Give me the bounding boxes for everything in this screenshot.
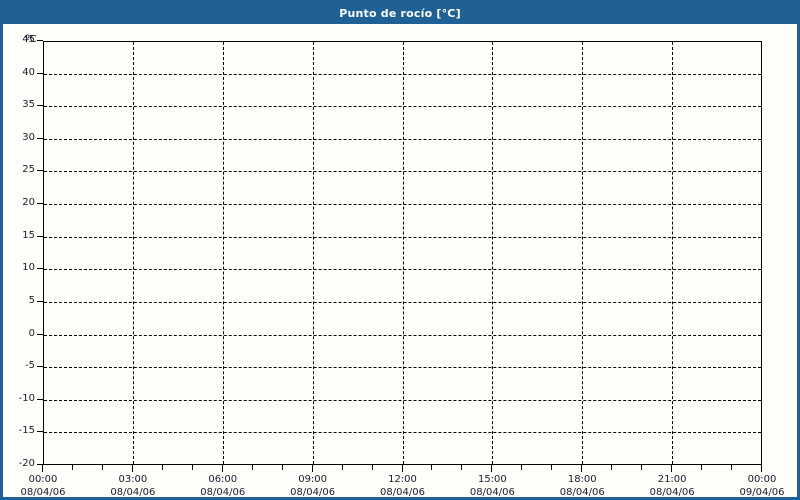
x-axis-minor-tick <box>701 465 703 470</box>
y-axis-tick <box>37 398 43 400</box>
x-axis-tick-date: 08/04/06 <box>290 487 336 498</box>
page-title: Punto de rocío [°C] <box>339 7 461 20</box>
x-axis-minor-tick <box>611 465 613 470</box>
x-axis-tick <box>671 465 673 472</box>
y-axis-tick <box>37 137 43 139</box>
x-axis-tick <box>491 465 493 472</box>
y-axis-tick-label: 5 <box>28 294 35 306</box>
x-axis-minor-tick <box>371 465 373 470</box>
y-axis-tick-label: -10 <box>18 392 35 404</box>
x-axis-minor-tick <box>521 465 523 470</box>
y-axis-tick <box>37 300 43 302</box>
y-axis-tick <box>37 464 43 465</box>
y-axis-tick <box>37 268 43 270</box>
y-axis-tick-label: 30 <box>22 131 35 143</box>
x-axis-tick-time: 21:00 <box>657 474 687 485</box>
x-axis-tick-time: 03:00 <box>118 474 148 485</box>
x-axis-tick-time: 06:00 <box>208 474 238 485</box>
x-axis-tick-date: 08/04/06 <box>380 487 425 498</box>
y-axis-tick-label: 35 <box>22 99 35 111</box>
x-axis-minor-tick <box>461 465 463 470</box>
x-axis-minor-tick <box>341 465 343 470</box>
x-axis-tick-date: 08/04/06 <box>469 487 515 498</box>
x-axis-tick-label: 15:00 08/04/06 <box>447 473 537 498</box>
x-axis-tick-label: 18:00 08/04/06 <box>537 473 627 498</box>
y-axis-tick <box>37 366 43 368</box>
x-gridline <box>672 42 674 464</box>
x-axis-minor-tick <box>731 465 733 470</box>
x-gridline <box>402 42 404 464</box>
window-title-bar: Punto de rocío [°C] <box>3 3 797 24</box>
y-axis-tick-label: -20 <box>18 458 35 469</box>
x-axis-tick-date: 08/04/06 <box>20 487 66 498</box>
x-axis-tick <box>131 465 133 472</box>
x-axis-minor-tick <box>281 465 283 470</box>
x-axis-tick <box>311 465 313 472</box>
y-axis-tick <box>37 170 43 172</box>
x-axis-tick-date: 08/04/06 <box>649 487 695 498</box>
y-axis-tick-label: 0 <box>28 327 35 339</box>
x-axis-tick-time: 00:00 <box>747 474 777 485</box>
x-axis-tick <box>42 465 43 472</box>
x-axis-tick-label: 21:00 08/04/06 <box>627 473 717 498</box>
x-axis-minor-tick <box>251 465 253 470</box>
y-axis-tick-label: 25 <box>22 164 35 176</box>
chart-canvas: ºC 45 40 35 30 25 20 15 10 5 0 -5 -10 -15 -20 00:00 08/… <box>3 24 797 497</box>
plot-area <box>43 41 762 465</box>
y-axis-tick <box>37 40 43 41</box>
y-axis-tick <box>37 105 43 107</box>
x-axis-tick-label: 00:00 08/04/06 <box>3 473 88 498</box>
x-axis-tick-time: 09:00 <box>298 474 328 485</box>
y-axis-tick-label: 45 <box>22 34 35 45</box>
x-axis-tick <box>581 465 583 472</box>
x-axis-minor-tick <box>641 465 643 470</box>
y-axis-tick <box>37 72 43 74</box>
x-axis-minor-tick <box>101 465 103 470</box>
x-axis-tick-label: 06:00 08/04/06 <box>178 473 268 498</box>
x-axis-tick-label: 09:00 08/04/06 <box>268 473 358 498</box>
x-gridline <box>222 42 224 464</box>
x-axis-tick-label: 03:00 08/04/06 <box>88 473 178 498</box>
x-axis-tick-time: 18:00 <box>567 474 597 485</box>
y-axis-tick <box>37 431 43 433</box>
x-axis-minor-tick <box>551 465 553 470</box>
x-gridline <box>132 42 134 464</box>
x-axis-tick-date: 08/04/06 <box>559 487 605 498</box>
y-axis-tick <box>37 235 43 237</box>
y-axis-tick <box>37 333 43 335</box>
x-axis-minor-tick <box>161 465 163 470</box>
x-gridline <box>312 42 314 464</box>
x-axis-tick-time: 15:00 <box>477 474 507 485</box>
y-axis-tick-label: -15 <box>18 425 35 437</box>
x-axis-tick-time: 00:00 <box>28 474 58 485</box>
x-axis-minor-tick <box>431 465 433 470</box>
x-axis-tick-date: 08/04/06 <box>110 487 156 498</box>
y-axis-tick <box>37 203 43 205</box>
x-axis-tick <box>761 465 762 472</box>
x-axis-tick <box>401 465 403 472</box>
x-gridline <box>582 42 584 464</box>
y-axis-tick-label: 10 <box>22 262 35 274</box>
y-axis-tick-label: 40 <box>22 66 35 78</box>
x-axis-tick <box>221 465 223 472</box>
x-axis-tick-time: 12:00 <box>388 474 417 485</box>
y-axis-unit-label: ºC <box>25 34 37 45</box>
x-axis-minor-tick <box>191 465 193 470</box>
y-axis-tick-label: 15 <box>22 229 35 241</box>
y-axis-tick-label: -5 <box>25 360 35 372</box>
x-gridline <box>492 42 494 464</box>
x-axis-tick-label: 12:00 08/04/06 <box>358 473 448 498</box>
x-axis-tick-date: 09/04/06 <box>739 487 785 498</box>
x-axis-tick-label: 00:00 09/04/06 <box>717 473 797 498</box>
y-axis-tick-label: 20 <box>22 197 35 209</box>
x-axis-minor-tick <box>71 465 73 470</box>
x-axis-tick-date: 08/04/06 <box>200 487 246 498</box>
